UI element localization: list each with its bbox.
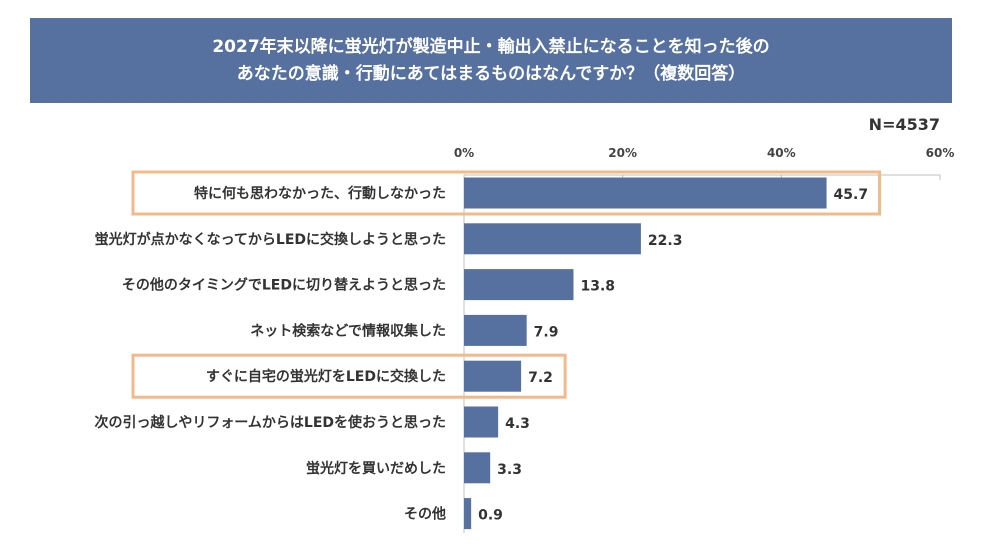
category-label: その他 — [404, 506, 446, 523]
bar — [464, 177, 827, 209]
category-label: その他のタイミングでLEDに切り替えようと思った — [122, 277, 446, 294]
data-label: 0.9 — [478, 508, 503, 524]
data-label: 7.9 — [534, 324, 559, 340]
data-label: 7.2 — [528, 370, 553, 386]
category-label: 蛍光灯を買いだめした — [306, 460, 446, 477]
chart-title-line-2: あなたの意識・行動にあてはまるものはなんですか？（複数回答） — [236, 63, 746, 84]
bar — [464, 269, 574, 301]
bar — [464, 314, 527, 346]
bar — [464, 406, 499, 438]
data-label: 22.3 — [648, 233, 683, 249]
x-axis-tick-label: 60% — [926, 146, 955, 160]
bar — [464, 360, 522, 392]
category-label: 次の引っ越しやリフォームからはLEDを使おうと思った — [94, 414, 446, 431]
data-label: 4.3 — [505, 416, 530, 432]
x-axis-tick-label: 40% — [767, 146, 796, 160]
category-label: ネット検索などで情報収集した — [250, 322, 446, 339]
highlight-frame — [131, 170, 882, 216]
x-axis-tick-label: 20% — [608, 146, 637, 160]
data-label: 3.3 — [497, 462, 522, 478]
bar — [464, 498, 472, 530]
chart-title-banner: 2027年末以降に蛍光灯が製造中止・輸出入禁止になることを知った後の あなたの意… — [30, 18, 952, 103]
bar — [464, 223, 641, 255]
highlight-frame — [131, 353, 567, 399]
sample-size-label: N=4537 — [868, 115, 940, 134]
x-axis-tick-label: 0% — [454, 146, 474, 160]
category-label: 蛍光灯が点かなくなってからLEDに交換しようと思った — [95, 231, 446, 248]
bar — [464, 452, 491, 484]
chart-title-line-1: 2027年末以降に蛍光灯が製造中止・輸出入禁止になることを知った後の — [212, 36, 770, 57]
data-label: 45.7 — [834, 187, 869, 203]
category-label: すぐに自宅の蛍光灯をLEDに交換した — [206, 368, 446, 385]
data-label: 13.8 — [580, 279, 615, 295]
category-label: 特に何も思わなかった、行動しなかった — [194, 185, 446, 202]
